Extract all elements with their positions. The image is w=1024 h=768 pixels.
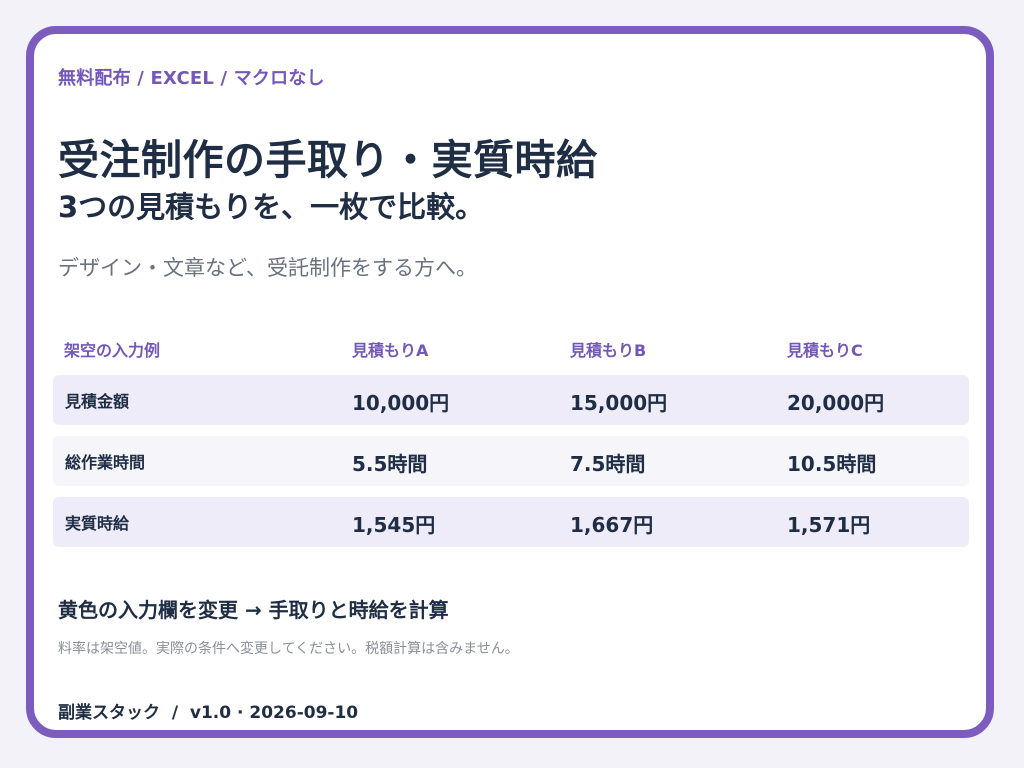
page-subtitle: 3つの見積もりを、一枚で比較。 bbox=[58, 190, 485, 224]
table-header: 架空の入力例 見積もりA 見積もりB 見積もりC bbox=[53, 327, 969, 375]
table-cell: 10.5時間 bbox=[787, 452, 877, 476]
instruction-text: 黄色の入力欄を変更 → 手取りと時給を計算 bbox=[58, 598, 449, 622]
comparison-table: 架空の入力例 見積もりA 見積もりB 見積もりC 見積金額 10,000円 15… bbox=[53, 327, 969, 547]
row-label: 総作業時間 bbox=[65, 453, 146, 472]
table-row-effective-hourly-rate: 実質時給 1,545円 1,667円 1,571円 bbox=[53, 497, 969, 547]
promo-card: 無料配布 / EXCEL / マクロなし 受注制作の手取り・実質時給 3つの見積… bbox=[26, 26, 994, 738]
table-cell: 1,667円 bbox=[570, 513, 654, 537]
disclaimer-note: 料率は架空値。実際の条件へ変更してください。税額計算は含みません。 bbox=[58, 641, 519, 657]
column-header-estimate-a: 見積もりA bbox=[352, 341, 429, 360]
table-row-quote-amount: 見積金額 10,000円 15,000円 20,000円 bbox=[53, 375, 969, 425]
table-cell: 1,545円 bbox=[352, 513, 436, 537]
footer-version: 副業スタック / v1.0 · 2026-09-10 bbox=[58, 703, 359, 723]
row-label: 実質時給 bbox=[65, 514, 130, 533]
table-cell: 7.5時間 bbox=[570, 452, 646, 476]
row-label: 見積金額 bbox=[65, 392, 130, 411]
column-header-estimate-c: 見積もりC bbox=[787, 341, 863, 360]
column-header-example: 架空の入力例 bbox=[64, 341, 161, 360]
tagline: 無料配布 / EXCEL / マクロなし bbox=[58, 68, 325, 89]
table-cell: 5.5時間 bbox=[352, 452, 428, 476]
table-cell: 1,571円 bbox=[787, 513, 871, 537]
page-title: 受注制作の手取り・実質時給 bbox=[58, 136, 598, 184]
table-cell: 20,000円 bbox=[787, 391, 885, 415]
table-cell: 15,000円 bbox=[570, 391, 668, 415]
table-row-total-hours: 総作業時間 5.5時間 7.5時間 10.5時間 bbox=[53, 436, 969, 486]
lead-text: デザイン・文章など、受託制作をする方へ。 bbox=[58, 256, 477, 280]
table-cell: 10,000円 bbox=[352, 391, 450, 415]
column-header-estimate-b: 見積もりB bbox=[570, 341, 647, 360]
